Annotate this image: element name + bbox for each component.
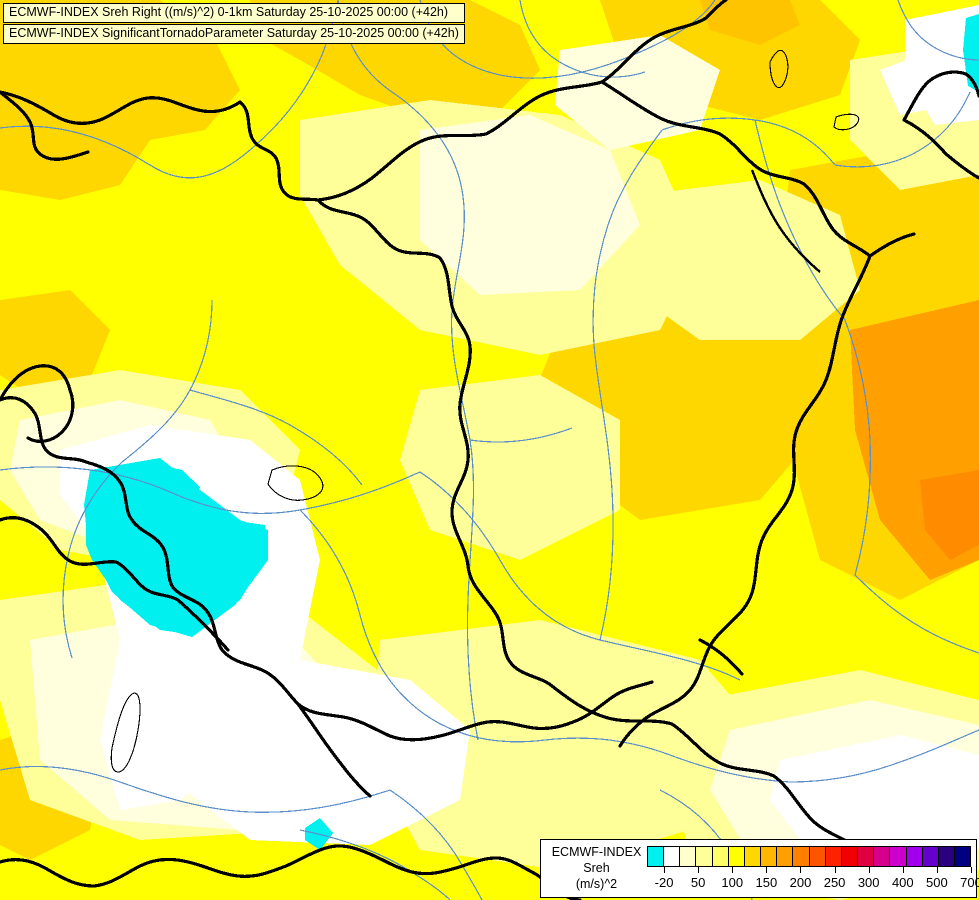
secondary-borders [750, 169, 821, 273]
legend-model-label: ECMWF-INDEX [551, 845, 642, 859]
legend-label-block: ECMWF-INDEX Sreh (m/s)^2 [547, 844, 646, 892]
colorbar-swatch-10 [809, 847, 826, 866]
colorbar-tick-0 [664, 867, 666, 873]
colorbar-label-3: 150 [755, 875, 778, 890]
colorbar-swatch-9 [793, 847, 810, 866]
colorbar-swatch-7 [761, 847, 778, 866]
colorbar-swatch-15 [890, 847, 907, 866]
field-band-gold-top [700, 0, 800, 45]
colorbar-swatch-19 [954, 847, 971, 866]
colorbar-label-9: 700 [960, 875, 979, 890]
colorbar-swatch-3 [696, 847, 713, 866]
colorbar-swatch-5 [728, 847, 745, 866]
colorbar-swatch-8 [777, 847, 794, 866]
field-band-cream-c [420, 115, 640, 295]
colorbar-label-2: 100 [721, 875, 744, 890]
colorbar-swatch-13 [858, 847, 875, 866]
colorbar-label-4: 200 [789, 875, 812, 890]
colorbar-tick-1 [698, 867, 700, 873]
title-line-1: ECMWF-INDEX Sreh Right ((m/s)^2) 0-1km S… [3, 3, 465, 23]
field-band-pale-s [370, 620, 760, 870]
field-band-cyan-blob [84, 458, 268, 637]
colorbar-swatch-16 [906, 847, 923, 866]
colorbar-tick-6 [868, 867, 870, 873]
colorbar-label-5: 250 [823, 875, 846, 890]
colorbar-swatch-1 [664, 847, 681, 866]
field-band-pale-n2 [600, 180, 860, 340]
colorbar-tick-5 [834, 867, 836, 873]
field-band-pale-c2 [400, 375, 620, 560]
title-line-2: ECMWF-INDEX SignificantTornadoParameter … [3, 24, 465, 44]
title-banner-group: ECMWF-INDEX Sreh Right ((m/s)^2) 0-1km S… [3, 3, 465, 44]
colorbar-swatch-6 [744, 847, 762, 866]
colorbar-tick-labels: -20 50 100 150 200 250 300 400 500 700 [647, 873, 979, 895]
colorbar-swatch-0 [648, 847, 665, 866]
colorbar-label-8: 500 [926, 875, 948, 890]
colorbar-label-1: 50 [690, 875, 706, 890]
field-band-cream-n [555, 35, 720, 150]
colorbar-tick-7 [902, 867, 904, 873]
colorbar-swatch-2 [680, 847, 697, 866]
colorbar-label-6: 300 [857, 875, 880, 890]
colorbar-tick-3 [766, 867, 768, 873]
field-band-orange-max [920, 470, 979, 560]
field-band-white-s [185, 660, 470, 845]
field-band-gold-nw [0, 0, 240, 200]
colorbar-swatch-18 [938, 847, 955, 866]
colorbar-swatch-14 [874, 847, 891, 866]
field-band-cyan-edge [963, 14, 979, 92]
colorbar-swatch-17 [922, 847, 939, 866]
color-legend: ECMWF-INDEX Sreh (m/s)^2 -20 50 100 150 200 2… [540, 839, 979, 898]
legend-units-label: (m/s)^2 [575, 877, 618, 891]
colorbar-label-7: 400 [891, 875, 914, 890]
colorbar-ticks [647, 867, 972, 874]
colorbar-tick-4 [800, 867, 802, 873]
colorbar-swatch-4 [712, 847, 729, 866]
colorbar-tick-8 [936, 867, 938, 873]
colorbar-tick-2 [732, 867, 734, 873]
colorbar-swatch-11 [825, 847, 842, 866]
field-band-white-nedge [880, 40, 979, 115]
colorbar-swatch-12 [841, 847, 859, 866]
colorbar-label-0: -20 [654, 875, 674, 890]
colorbar-tick-9 [971, 867, 972, 873]
colorbar [647, 846, 971, 867]
field-band-white-se [770, 735, 979, 865]
legend-field-label: Sreh [583, 861, 610, 875]
lake-outlines [110, 49, 860, 773]
